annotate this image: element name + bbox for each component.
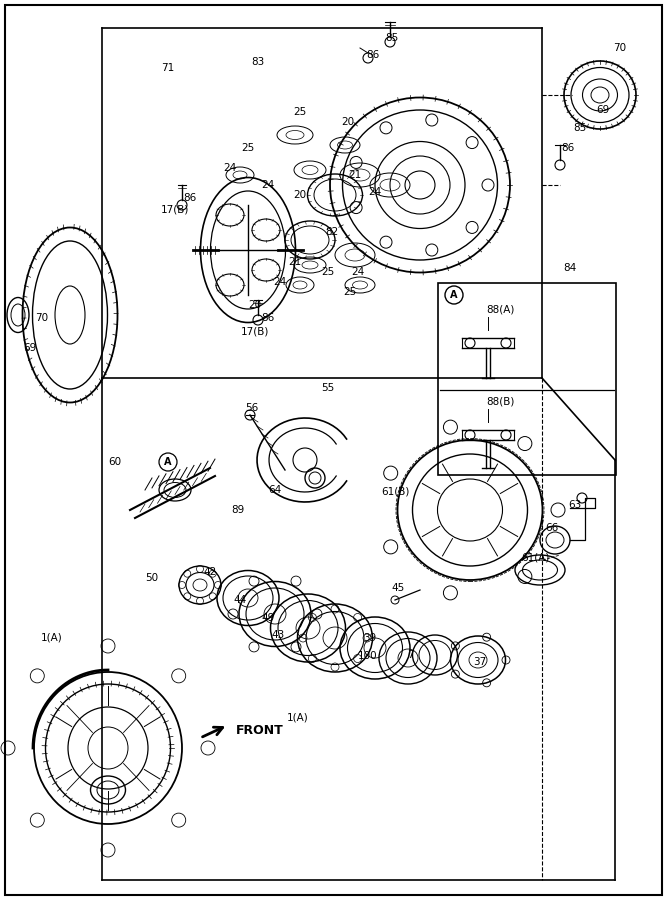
- Text: FRONT: FRONT: [236, 724, 284, 736]
- Text: 85: 85: [574, 123, 586, 133]
- Text: 25: 25: [321, 267, 335, 277]
- Text: 56: 56: [245, 403, 259, 413]
- Text: 83: 83: [251, 57, 265, 67]
- Text: 37: 37: [474, 657, 487, 667]
- Text: 43: 43: [271, 630, 285, 640]
- Text: 45: 45: [392, 583, 405, 593]
- Text: 63: 63: [568, 500, 582, 510]
- Text: 20: 20: [342, 117, 355, 127]
- Text: 21: 21: [348, 170, 362, 180]
- Text: 24: 24: [273, 277, 287, 287]
- Text: 24: 24: [352, 267, 365, 277]
- Text: 89: 89: [231, 505, 245, 515]
- Text: 24: 24: [261, 180, 275, 190]
- Text: 84: 84: [564, 263, 577, 273]
- Text: A: A: [164, 457, 171, 467]
- Text: 66: 66: [546, 523, 559, 533]
- Text: 86: 86: [366, 50, 380, 60]
- Text: 50: 50: [145, 573, 159, 583]
- Text: 17(B): 17(B): [241, 327, 269, 337]
- Text: 61(A): 61(A): [521, 553, 549, 563]
- Text: 20: 20: [293, 190, 307, 200]
- Text: 7: 7: [407, 650, 414, 660]
- Text: 88(A): 88(A): [486, 305, 514, 315]
- Text: A: A: [450, 290, 458, 300]
- Text: 61(B): 61(B): [381, 487, 409, 497]
- Text: 49: 49: [261, 613, 275, 623]
- Text: 21: 21: [288, 257, 301, 267]
- Text: 24: 24: [223, 163, 237, 173]
- Bar: [438, 283, 616, 475]
- Text: 55: 55: [321, 383, 335, 393]
- Text: 25: 25: [241, 143, 255, 153]
- Text: 60: 60: [109, 457, 121, 467]
- Text: 24: 24: [368, 187, 382, 197]
- Text: 82: 82: [325, 227, 339, 237]
- Text: 42: 42: [203, 567, 217, 577]
- Text: 17(B): 17(B): [161, 205, 189, 215]
- Text: 70: 70: [35, 313, 49, 323]
- Text: 86: 86: [562, 143, 575, 153]
- Text: 44: 44: [233, 595, 247, 605]
- Text: 25: 25: [344, 287, 357, 297]
- Text: 86: 86: [183, 193, 197, 203]
- Text: 1(A): 1(A): [41, 633, 63, 643]
- Text: 86: 86: [261, 313, 275, 323]
- Text: 20: 20: [248, 300, 261, 310]
- Text: 69: 69: [596, 105, 610, 115]
- Text: 100: 100: [358, 651, 378, 661]
- Text: 39: 39: [364, 633, 377, 643]
- Text: 64: 64: [268, 485, 281, 495]
- Text: 71: 71: [161, 63, 175, 73]
- Text: 69: 69: [23, 343, 37, 353]
- Text: 1(A): 1(A): [287, 713, 309, 723]
- Text: 85: 85: [386, 33, 399, 43]
- Text: 88(B): 88(B): [486, 397, 514, 407]
- Text: 70: 70: [614, 43, 626, 53]
- Text: 25: 25: [293, 107, 307, 117]
